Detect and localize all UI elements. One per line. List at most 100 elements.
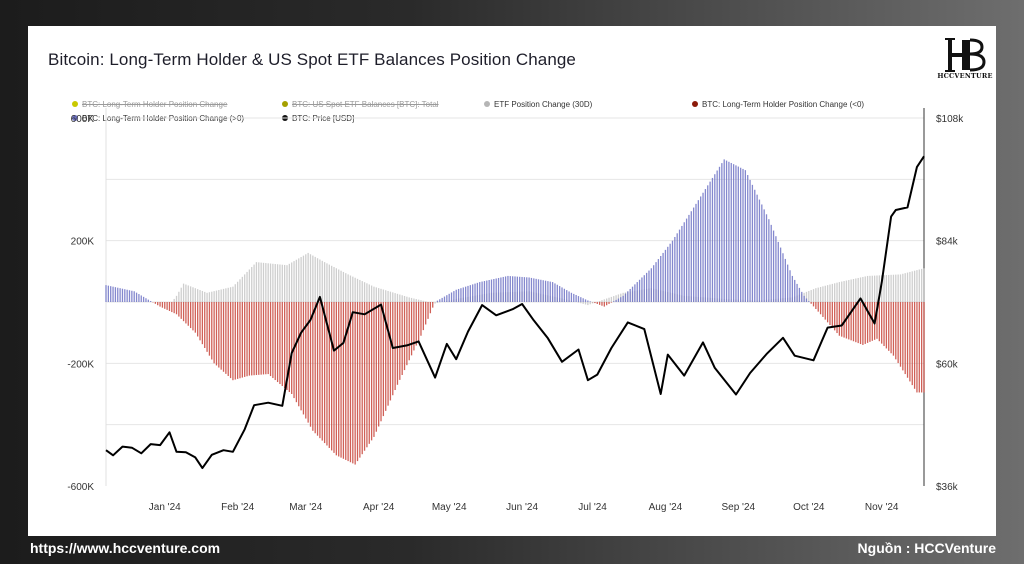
lth-bar: [801, 291, 803, 302]
lth-bar: [549, 281, 551, 302]
lth-bar: [890, 302, 892, 354]
etf-bar: [815, 288, 817, 302]
etf-bar: [295, 259, 298, 302]
etf-bar: [302, 255, 305, 302]
lth-bar: [526, 277, 528, 302]
lth-bar: [620, 297, 622, 302]
lth-bar: [472, 284, 474, 302]
legend-swatch-icon: [72, 100, 78, 107]
etf-bar: [921, 268, 923, 302]
lth-bar: [462, 287, 464, 302]
etf-bar: [888, 274, 890, 302]
etf-bar: [298, 258, 300, 302]
lth-bar: [495, 278, 497, 302]
legend-item[interactable]: ETF Position Change (30D): [484, 100, 592, 109]
lth-bar: [507, 275, 509, 302]
lth-bar: [436, 300, 439, 302]
etf-bar: [838, 282, 841, 302]
legend-swatch-icon: [484, 100, 490, 107]
lth-bar: [131, 290, 133, 302]
lth-bar: [709, 181, 711, 302]
lth-bar: [206, 302, 208, 352]
brand-logo: HCCVENTURE: [936, 38, 994, 88]
etf-bar: [227, 287, 229, 302]
lth-bar: [904, 302, 906, 375]
etf-bar: [822, 286, 824, 302]
etf-bar: [340, 270, 342, 302]
etf-bar: [610, 296, 613, 302]
lth-bar: [368, 302, 370, 444]
etf-bar: [584, 302, 587, 305]
lth-bar: [366, 302, 368, 448]
lth-bar: [321, 302, 323, 441]
etf-bar: [180, 287, 182, 302]
lth-bar: [204, 302, 206, 348]
lth-bar: [714, 174, 716, 302]
lth-bar: [568, 291, 570, 302]
lth-bar: [488, 280, 490, 302]
lth-bar: [923, 302, 925, 393]
lth-bar: [157, 302, 159, 306]
legend-label: BTC: US Spot ETF Balances [BTC]: Total: [292, 100, 439, 109]
x-tick-label: Sep '24: [721, 502, 755, 513]
lth-bar: [594, 302, 596, 304]
lth-bar: [737, 166, 739, 302]
etf-bar: [422, 300, 424, 302]
lth-bar: [246, 302, 248, 377]
lth-bar: [192, 302, 194, 331]
lth-bar: [427, 302, 429, 319]
etf-bar: [199, 290, 201, 302]
etf-bar: [615, 295, 617, 302]
lth-bar: [598, 302, 601, 305]
lth-bar: [728, 161, 730, 302]
etf-bar: [333, 267, 335, 302]
legend-item[interactable]: BTC: Long-Term Holder Position Change: [72, 100, 227, 109]
lth-bar: [768, 219, 770, 302]
lth-bar: [164, 302, 166, 309]
lth-bar: [500, 277, 502, 302]
lth-bar: [735, 165, 737, 302]
x-tick-label: Jan '24: [149, 502, 181, 513]
lth-bar: [631, 286, 634, 302]
etf-bar: [220, 289, 222, 302]
legend-item[interactable]: BTC: Long-Term Holder Position Change (<…: [692, 100, 864, 109]
lth-bar: [683, 222, 685, 302]
lth-bar: [834, 302, 836, 331]
lth-bar: [803, 295, 805, 302]
footer-url[interactable]: https://www.hccventure.com: [30, 540, 221, 556]
lth-bar: [189, 302, 192, 329]
lth-bar: [328, 302, 330, 448]
lth-bar: [429, 302, 432, 314]
etf-bar: [241, 276, 243, 302]
etf-bar: [606, 298, 608, 302]
etf-bar: [326, 263, 328, 302]
lth-bar: [808, 301, 810, 302]
etf-bar: [410, 297, 413, 302]
lth-bar: [253, 302, 255, 376]
etf-bar: [349, 275, 352, 302]
lth-bar: [899, 302, 902, 367]
lth-bar: [810, 302, 812, 304]
lth-bar: [888, 302, 890, 351]
lth-bar: [441, 297, 443, 302]
lth-bar: [512, 276, 514, 302]
lth-bar: [584, 299, 587, 302]
etf-bar: [392, 292, 394, 302]
legend-item[interactable]: BTC: US Spot ETF Balances [BTC]: Total: [282, 100, 439, 109]
lth-bar: [182, 302, 185, 322]
lth-bar: [815, 302, 817, 310]
lth-bar: [241, 302, 243, 378]
y-right-tick-label: $84k: [936, 237, 959, 248]
lth-bar: [822, 302, 824, 317]
etf-bar: [234, 284, 236, 302]
etf-bar: [375, 287, 377, 302]
lth-bar: [159, 302, 161, 307]
lth-bar: [516, 276, 518, 302]
lth-bar: [504, 276, 507, 302]
etf-bar: [368, 284, 370, 302]
lth-bar: [425, 302, 427, 325]
lth-bar: [878, 302, 880, 342]
lth-bar: [483, 281, 486, 302]
lth-bar: [335, 302, 338, 456]
etf-bar: [577, 302, 580, 303]
